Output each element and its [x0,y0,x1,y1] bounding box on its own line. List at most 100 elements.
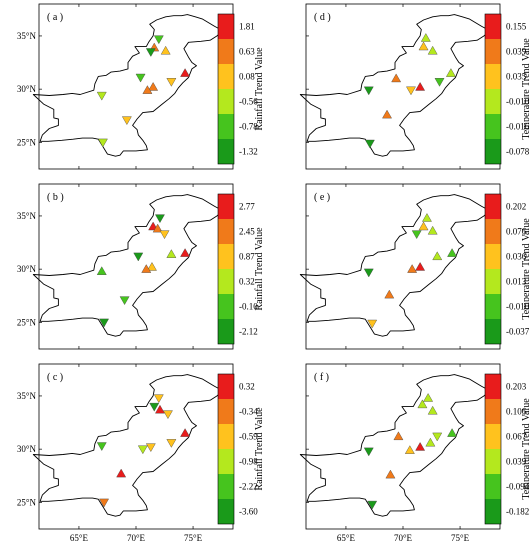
increasing-trend-marker [432,251,443,261]
decreasing-trend-marker [163,410,173,420]
colorbar-segment [218,219,234,244]
increasing-trend-marker [385,469,396,479]
increasing-trend-marker [418,41,429,51]
increasing-trend-marker [415,262,426,271]
y-tick-label: 25°N [17,317,37,327]
increasing-trend-marker [427,225,438,235]
x-tick-label: 70°E [127,533,146,543]
decreasing-trend-marker [149,402,160,412]
colorbar-segment [218,89,234,114]
colorbar-segment [218,244,234,269]
increasing-trend-marker [148,82,159,91]
map-panel: ( b ) 35°N 30°N 25°N -2.12 -0.10 0.32 0.87 2.45 2… [17,183,265,350]
increasing-trend-marker [427,405,438,415]
colorbar-title: Rainfall Trend Value [254,47,265,131]
colorbar-tick-label: 2.45 [239,227,255,237]
colorbar-segment [485,39,501,64]
colorbar-segment [485,499,501,524]
colorbar-segment [218,319,234,344]
x-tick-label: 65°E [70,533,89,543]
colorbar-tick-label: 0.63 [239,47,255,57]
increasing-trend-marker [180,68,191,77]
colorbar-tick-label: -0.78 [239,122,258,132]
colorbar: -2.12 -0.10 0.32 0.87 2.45 2.77 Rainfall Trend… [217,193,265,345]
colorbar-title: Temperature Trend Value [521,398,529,500]
decreasing-trend-marker [99,318,109,328]
colorbar-segment [485,399,501,424]
colorbar-segment [218,194,234,219]
colorbar-tick-label: -2.12 [239,327,258,337]
country-border [299,194,491,337]
colorbar-tick-label: 0.067 [506,432,527,442]
map-frame [305,183,501,350]
country-border [32,14,224,157]
colorbar-tick-label: 0.32 [239,382,255,392]
increasing-trend-marker [155,404,165,414]
y-tick-label: 35°N [17,31,37,41]
colorbar-title: Temperature Trend Value [521,38,529,140]
colorbar-segment [485,139,501,164]
colorbar-segment [218,449,234,474]
colorbar-segment [485,219,501,244]
panel-label: ( f ) [314,372,329,383]
colorbar-segment [485,374,501,399]
colorbar-tick-label: 0.013 [506,277,527,287]
colorbar-outline [217,193,235,345]
panel-label: ( b ) [47,192,64,203]
increasing-trend-marker [445,68,456,77]
increasing-trend-marker [142,85,153,94]
colorbar-tick-label: 0.039 [506,457,527,467]
increasing-trend-marker [152,223,163,233]
map-panel: ( e ) -0.037 -0.010 0.013 0.036 0.076 0.202 Tem… [299,183,529,350]
increasing-trend-marker [415,82,426,91]
increasing-trend-marker [447,248,458,257]
map-frame [305,363,501,530]
decreasing-trend-marker [99,498,109,508]
decreasing-trend-marker [434,78,445,87]
colorbar-tick-label: 0.076 [506,227,527,237]
colorbar-tick-label: -0.094 [506,482,529,492]
decreasing-trend-marker [363,268,374,278]
colorbar-title: Rainfall Trend Value [254,407,265,491]
colorbar-tick-label: 0.32 [239,277,255,287]
colorbar-segment [485,14,501,39]
colorbar: -3.60 -2.22 -0.98 -0.59 -0.34 0.32 Rainfall Tr… [217,373,265,525]
colorbar-segment [218,474,234,499]
colorbar-segment [218,399,234,424]
increasing-trend-marker [420,33,431,42]
y-tick-label: 35°N [17,391,37,401]
increasing-trend-marker [384,289,395,299]
decreasing-trend-marker [153,394,164,404]
x-tick-label: 70°E [394,533,413,543]
colorbar-tick-label: -0.56 [239,97,258,107]
increasing-trend-marker [427,45,438,55]
increasing-trend-marker [423,393,434,402]
decreasing-trend-marker [363,86,374,96]
colorbar-segment [218,39,234,64]
colorbar-segment [485,294,501,319]
decreasing-trend-marker [155,214,165,224]
colorbar-tick-label: -3.60 [239,507,258,517]
colorbar-segment [485,64,501,89]
increasing-trend-marker [447,428,458,437]
colorbar-tick-label: -2.22 [239,482,258,492]
colorbar-segment [485,89,501,114]
decreasing-trend-marker [411,230,422,240]
colorbar-segment [485,424,501,449]
colorbar-outline [484,193,502,345]
colorbar-tick-label: -0.34 [239,407,258,417]
increasing-trend-marker [141,264,152,273]
colorbar-tick-label: 0.036 [506,252,527,262]
increasing-trend-marker [393,431,404,441]
country-border [299,14,491,157]
increasing-trend-marker [404,445,415,454]
increasing-trend-marker [382,109,392,119]
country-border [299,374,491,517]
map-panel: ( c )35°N30°N25°N65°E 70°E 75°E-3.60-2.22-… [17,363,265,543]
panel-label: ( a ) [47,12,63,23]
colorbar-segment [485,244,501,269]
colorbar: -0.078 -0.016 -0.010 0.035 0.039 0.155 Tempera… [484,13,529,165]
decreasing-trend-marker [97,138,108,148]
colorbar-tick-label: 0.08 [239,72,255,82]
